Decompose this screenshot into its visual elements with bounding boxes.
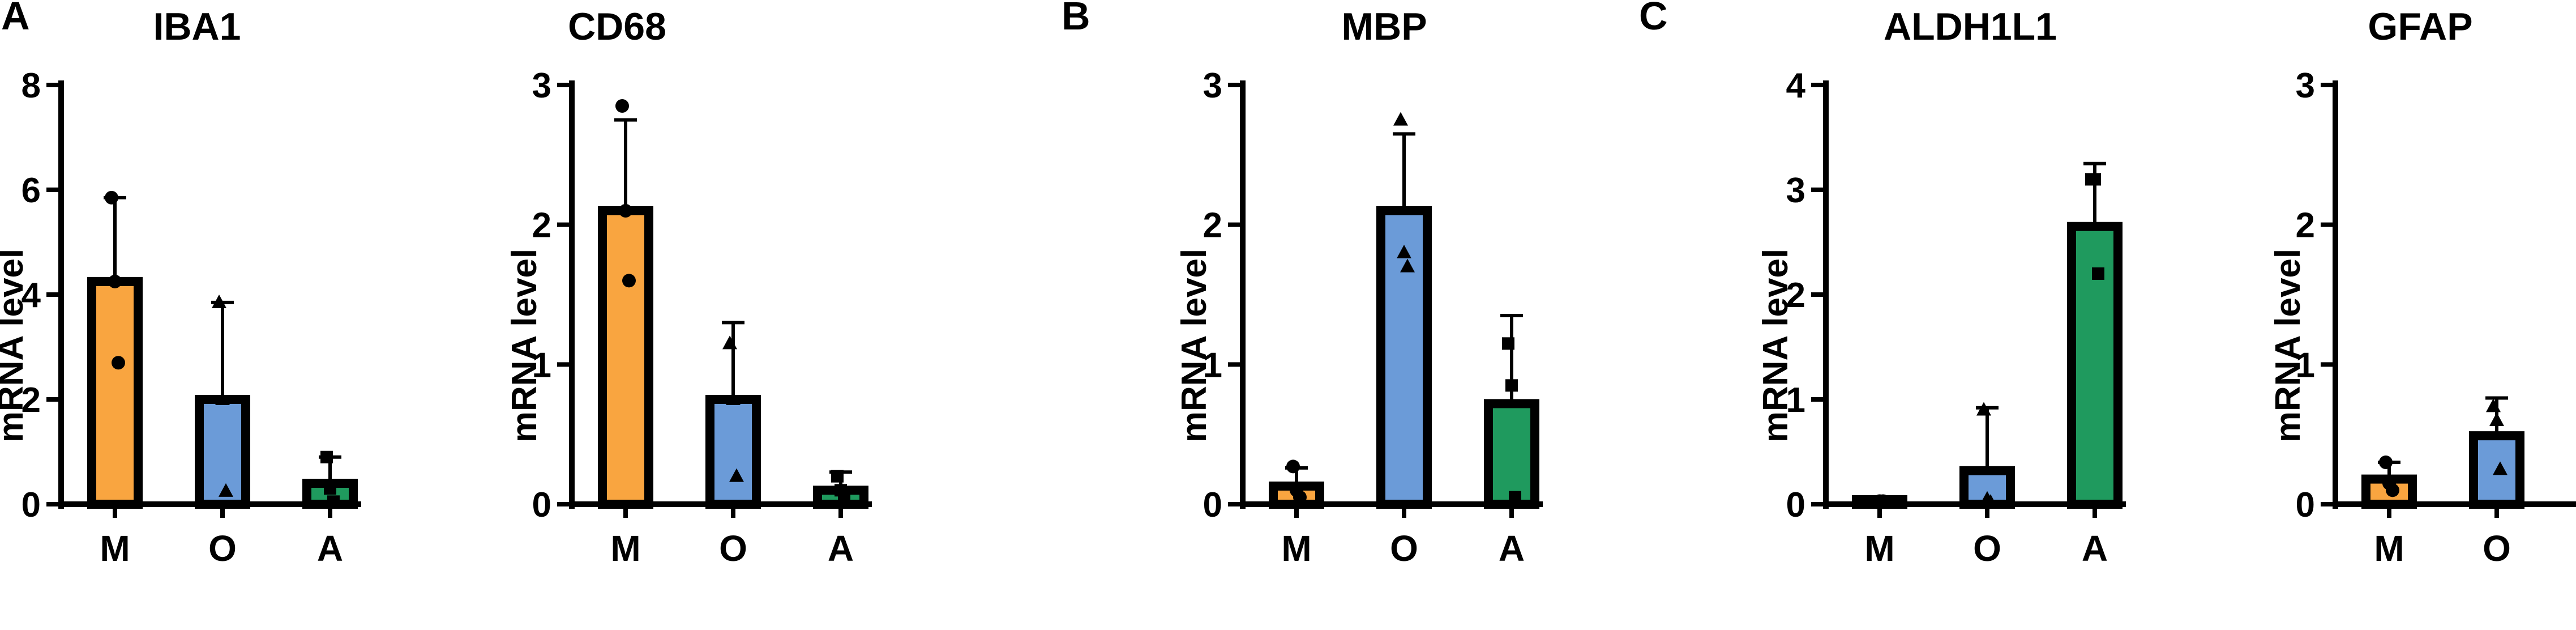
x-tick-label: A bbox=[2082, 528, 2108, 569]
data-point bbox=[838, 491, 850, 504]
data-point bbox=[2092, 267, 2104, 280]
x-tick-label: M bbox=[1864, 528, 1894, 569]
data-point bbox=[108, 274, 122, 288]
data-point bbox=[105, 190, 118, 205]
chart-cd68: CD68 mRNA level M O A 0 1 2 3 bbox=[505, 5, 872, 569]
x-tick-label: A bbox=[317, 528, 343, 569]
chart-title: ALDH1L1 bbox=[1884, 5, 2057, 48]
data-point bbox=[212, 294, 226, 308]
data-point bbox=[1393, 112, 1408, 126]
chart-mbp: MBP mRNA level M O A 0 1 2 3 bbox=[1175, 5, 1543, 569]
x-tick-label: M bbox=[2374, 528, 2404, 569]
x-tick-label: M bbox=[610, 528, 640, 569]
data-point bbox=[320, 450, 333, 463]
data-point bbox=[1286, 459, 1300, 474]
y-tick-label: 2 bbox=[22, 381, 41, 420]
bar-m bbox=[87, 276, 143, 509]
y-tick-label: 0 bbox=[1203, 486, 1222, 525]
y-tick-label: 0 bbox=[2296, 486, 2315, 525]
data-point bbox=[1976, 402, 1991, 416]
data-point bbox=[2486, 398, 2501, 412]
data-point bbox=[215, 391, 230, 405]
y-tick-label: 2 bbox=[2296, 206, 2315, 245]
data-point bbox=[1502, 337, 1514, 350]
data-point bbox=[2489, 412, 2504, 426]
data-point bbox=[2493, 461, 2507, 475]
y-tick-label: 2 bbox=[1203, 206, 1222, 245]
y-tick-label: 3 bbox=[1786, 171, 1805, 210]
panel-letter-a: A bbox=[1, 0, 30, 38]
data-point bbox=[2386, 483, 2399, 497]
x-tick-label: A bbox=[828, 528, 854, 569]
bar-a bbox=[1484, 399, 1539, 509]
data-point bbox=[729, 468, 744, 482]
data-point bbox=[1400, 258, 1415, 273]
x-tick-label: A bbox=[1499, 528, 1525, 569]
chart-aldh1l1: ALDH1L1 mRNA level M O A 0 1 2 3 4 bbox=[1756, 5, 2126, 569]
y-axis-label: mRNA level bbox=[505, 249, 544, 442]
y-tick-label: 1 bbox=[2296, 346, 2315, 385]
chart-title: CD68 bbox=[568, 5, 666, 48]
chart-title: IBA1 bbox=[153, 5, 241, 48]
y-tick-label: 1 bbox=[532, 346, 551, 385]
y-tick-label: 0 bbox=[22, 486, 41, 525]
y-tick-label: 4 bbox=[22, 276, 41, 315]
y-axis-label: mRNA level bbox=[1175, 249, 1214, 442]
y-tick-label: 3 bbox=[532, 66, 551, 105]
data-point bbox=[324, 482, 336, 495]
chart-title: GFAP bbox=[2368, 5, 2472, 48]
data-point bbox=[722, 335, 737, 350]
bar-o bbox=[195, 395, 250, 509]
data-point bbox=[726, 391, 741, 405]
y-tick-label: 8 bbox=[22, 66, 41, 105]
data-point bbox=[1509, 491, 1521, 504]
y-axis-label: mRNA level bbox=[1756, 249, 1795, 442]
data-point bbox=[2379, 456, 2393, 469]
data-point bbox=[619, 204, 632, 218]
data-point bbox=[1293, 490, 1307, 504]
x-tick-label: O bbox=[1973, 528, 2001, 569]
panel-letter-c: C bbox=[1639, 0, 1668, 38]
data-point bbox=[1397, 245, 1411, 258]
y-tick-label: 6 bbox=[22, 171, 41, 210]
bar-o bbox=[705, 395, 761, 509]
y-tick-label: 2 bbox=[532, 206, 551, 245]
y-tick-label: 3 bbox=[1203, 66, 1222, 105]
y-tick-label: 1 bbox=[1203, 346, 1222, 385]
chart-title: MBP bbox=[1341, 5, 1427, 48]
x-tick-label: O bbox=[1390, 528, 1418, 569]
y-axis-label: mRNA level bbox=[2269, 249, 2308, 442]
data-point bbox=[112, 356, 125, 370]
x-tick-label: O bbox=[208, 528, 237, 569]
y-axis-label: mRNA level bbox=[0, 249, 31, 442]
data-point bbox=[2089, 173, 2101, 186]
x-tick-label: M bbox=[1281, 528, 1311, 569]
y-tick-label: 0 bbox=[532, 486, 551, 525]
bar-m bbox=[598, 206, 653, 509]
data-point bbox=[615, 99, 629, 113]
y-tick-label: 2 bbox=[1786, 276, 1805, 315]
x-tick-label: M bbox=[100, 528, 130, 569]
chart-iba1: IBA1 mRNA level M O A 0 2 4 6 8 bbox=[0, 5, 361, 569]
data-point bbox=[1505, 379, 1518, 392]
y-tick-label: 0 bbox=[1786, 486, 1805, 525]
data-point bbox=[622, 274, 636, 288]
y-tick-label: 3 bbox=[2296, 66, 2315, 105]
data-point bbox=[831, 470, 844, 483]
y-tick-label: 1 bbox=[1786, 381, 1805, 420]
x-tick-label: O bbox=[719, 528, 747, 569]
panel-letter-b: B bbox=[1062, 0, 1090, 38]
x-tick-label: O bbox=[2483, 528, 2511, 569]
data-point bbox=[219, 483, 233, 497]
y-tick-label: 4 bbox=[1786, 66, 1806, 105]
